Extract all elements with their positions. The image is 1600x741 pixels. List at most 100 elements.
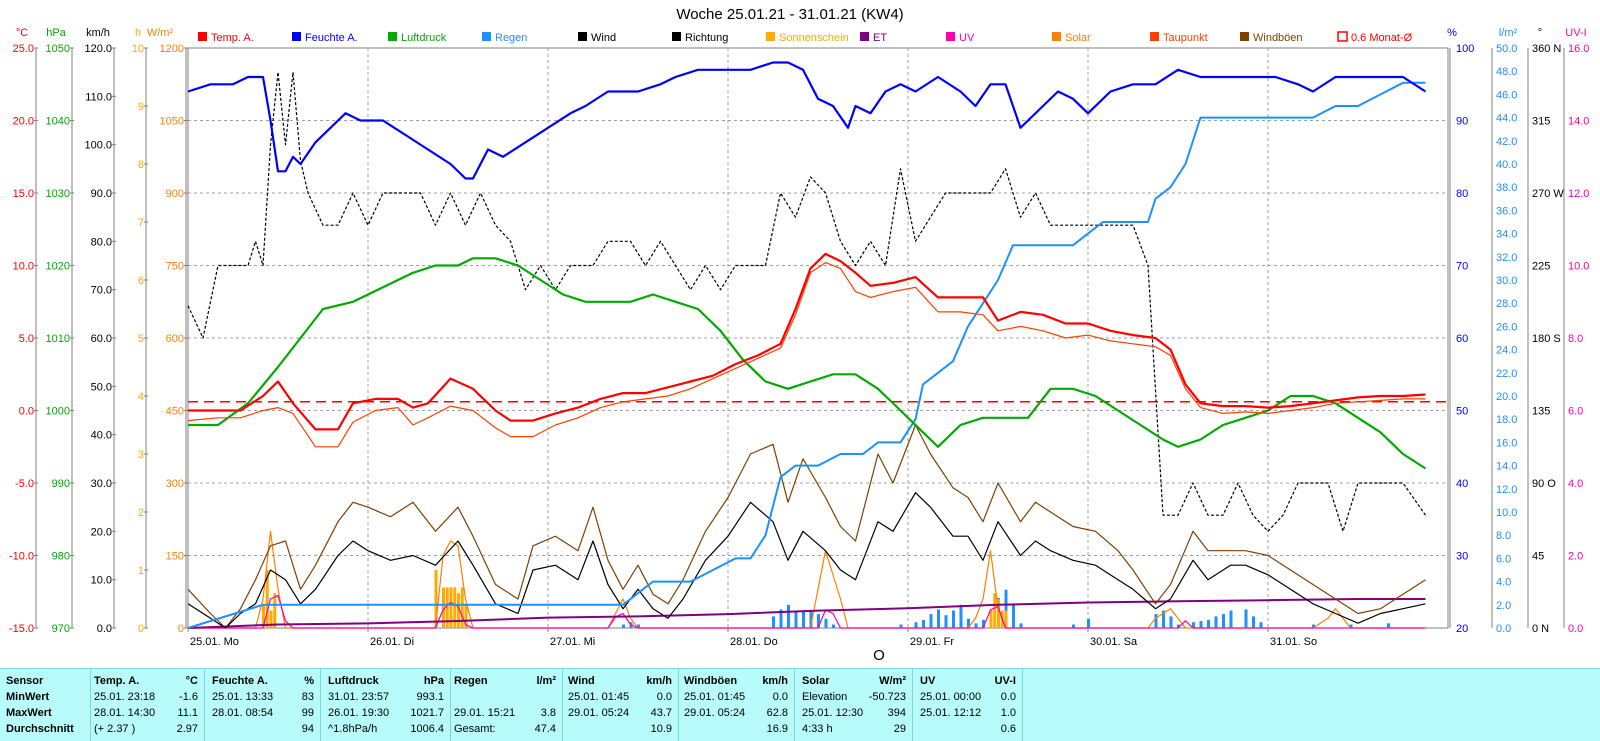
axis-tick-label: 0.0 bbox=[19, 406, 34, 418]
rain-bar bbox=[1312, 624, 1315, 628]
axis-tick-label: 1010 bbox=[46, 333, 70, 345]
rain-bar bbox=[824, 618, 828, 628]
legend-swatch bbox=[388, 32, 397, 41]
axis-tick-label: 180 S bbox=[1532, 333, 1561, 345]
rain-bar bbox=[1087, 618, 1090, 628]
rain-bar bbox=[982, 619, 985, 628]
legend-label: Wind bbox=[591, 32, 616, 44]
rain-bar bbox=[1162, 610, 1165, 628]
rain-bar bbox=[1252, 616, 1255, 628]
axis-tick-label: 5.0 bbox=[19, 333, 34, 345]
stats-value: 0.6 bbox=[1000, 723, 1016, 735]
stats-header: UV bbox=[920, 675, 936, 687]
stats-row-label: MaxWert bbox=[6, 707, 52, 719]
rain-bar bbox=[899, 624, 903, 628]
rain-bar bbox=[1222, 614, 1225, 628]
axis-tick-label: 0.0 bbox=[97, 623, 112, 635]
axis-tick-label: 7 bbox=[138, 217, 144, 229]
axis-tick-label: 8.0 bbox=[1496, 530, 1511, 542]
rain-bar bbox=[1192, 622, 1195, 628]
stats-timestamp: Elevation bbox=[802, 691, 848, 703]
rain-bar bbox=[1244, 609, 1248, 628]
rain-bar bbox=[794, 610, 798, 628]
axis-tick-label: 6.0 bbox=[1496, 553, 1511, 565]
stats-timestamp: 28.01. 08:54 bbox=[212, 707, 274, 719]
x-axis-labels: 25.01. Mo 26.01. Di 27.01. Mi 28.01. Do 29.0… bbox=[187, 628, 1317, 648]
axis-tick-label: 20.0 bbox=[1496, 391, 1517, 403]
axis-tick-label: 70.0 bbox=[91, 285, 112, 297]
axis-tick-label: 5 bbox=[138, 333, 144, 345]
axis-tick-label: 60 bbox=[1456, 333, 1468, 345]
stats-value: 1.0 bbox=[1000, 707, 1016, 719]
stats-timestamp: 28.01. 14:30 bbox=[94, 707, 156, 719]
x-tick-label: 27.01. Mi bbox=[550, 636, 595, 648]
axis-tick-label: 4.0 bbox=[1496, 577, 1511, 589]
axis-tick-label: 4 bbox=[138, 391, 144, 403]
stats-value: 47.4 bbox=[534, 723, 556, 735]
axis-tick-label: 8 bbox=[138, 159, 144, 171]
axis-tick-label: 970 bbox=[52, 623, 70, 635]
axis-tick-label: 750 bbox=[166, 261, 184, 273]
axis-tick-label: 360 N bbox=[1532, 43, 1561, 55]
stats-column-temp: Temp. A. °C 25.01. 23:18 -1.6 28.01. 14:30 11… bbox=[92, 669, 204, 741]
sunshine-bar bbox=[460, 587, 464, 628]
legend-swatch bbox=[198, 32, 207, 41]
axis-unit: UV-I bbox=[1565, 27, 1586, 39]
stats-sensor-column: Sensor MinWert MaxWert Durchschnitt bbox=[6, 669, 88, 741]
sunshine-bar bbox=[989, 610, 993, 628]
legend-swatch bbox=[1337, 31, 1348, 42]
series-line-uv bbox=[188, 594, 1426, 629]
stats-timestamp: 25.01. 01:45 bbox=[684, 691, 746, 703]
stats-unit: UV-I bbox=[994, 675, 1016, 687]
sunshine-bar bbox=[445, 587, 449, 628]
axis-tick-label: 14.0 bbox=[1496, 461, 1517, 473]
axis-tick-label: 10.0 bbox=[1496, 507, 1517, 519]
stats-header: Feuchte A. bbox=[212, 675, 268, 687]
chart-legend: Temp. A. Feuchte A. Luftdruck Regen Wind Rich… bbox=[198, 31, 1413, 44]
stats-value: -1.6 bbox=[179, 691, 198, 703]
axis-tick-label: 1050 bbox=[46, 43, 70, 55]
axis-tick-label: 38.0 bbox=[1496, 182, 1517, 194]
sunshine-bar bbox=[269, 610, 273, 628]
stats-value: 11.1 bbox=[177, 707, 198, 719]
legend-label: Sonnenschein bbox=[779, 32, 849, 44]
axis-tick-label: 150 bbox=[166, 551, 184, 563]
axis-tick-label: 9 bbox=[138, 101, 144, 113]
axis-tick-label: 18.0 bbox=[1496, 414, 1517, 426]
axis-tick-label: 40.0 bbox=[1496, 159, 1517, 171]
stats-timestamp: 25.01. 13:33 bbox=[212, 691, 274, 703]
axis-tick-label: 24.0 bbox=[1496, 345, 1517, 357]
axis-tick-label: 60.0 bbox=[91, 333, 112, 345]
sunshine-bar bbox=[997, 599, 1000, 628]
axis-tick-label: 80 bbox=[1456, 188, 1468, 200]
sunshine-bar bbox=[273, 593, 277, 628]
axis-unit: % bbox=[1447, 27, 1457, 39]
axis-tick-label: 30 bbox=[1456, 551, 1468, 563]
axis-tick-label: 50.0 bbox=[1496, 43, 1517, 55]
axis-tick-label: 36.0 bbox=[1496, 205, 1517, 217]
stats-value: 94 bbox=[301, 723, 314, 735]
stats-column-wind: Wind km/h 25.01. 01:45 0.0 29.01. 05:24 43.7 1… bbox=[566, 669, 678, 741]
axis-tick-label: 12.0 bbox=[1568, 188, 1589, 200]
axis-tick-label: 3 bbox=[138, 449, 144, 461]
axis-tick-label: 0 bbox=[178, 623, 184, 635]
x-tick-label: 29.01. Fr bbox=[910, 636, 954, 648]
rain-bar bbox=[1259, 622, 1263, 628]
sunshine-bar bbox=[265, 570, 269, 628]
legend-label: Luftdruck bbox=[401, 32, 447, 44]
series-line-wind bbox=[187, 492, 1426, 629]
axis-tick-label: 90 O bbox=[1532, 478, 1556, 490]
sunshine-bar bbox=[457, 593, 460, 628]
axis-tick-label: 2.0 bbox=[1568, 551, 1583, 563]
stats-value: 993.1 bbox=[416, 691, 444, 703]
stats-column-gust: Windböen km/h 25.01. 01:45 0.0 29.01. 05:24 6… bbox=[682, 669, 794, 741]
rain-bar bbox=[1169, 616, 1173, 628]
legend-label: 0.6 Monat-Ø bbox=[1351, 32, 1413, 44]
rain-bar bbox=[772, 616, 775, 628]
axis-tick-label: 450 bbox=[166, 406, 184, 418]
axis-tick-label: 42.0 bbox=[1496, 136, 1517, 148]
stats-value: 394 bbox=[887, 707, 906, 719]
rain-bar bbox=[952, 610, 955, 628]
stats-value: 62.8 bbox=[766, 707, 788, 719]
axis-tick-label: 2 bbox=[138, 507, 144, 519]
